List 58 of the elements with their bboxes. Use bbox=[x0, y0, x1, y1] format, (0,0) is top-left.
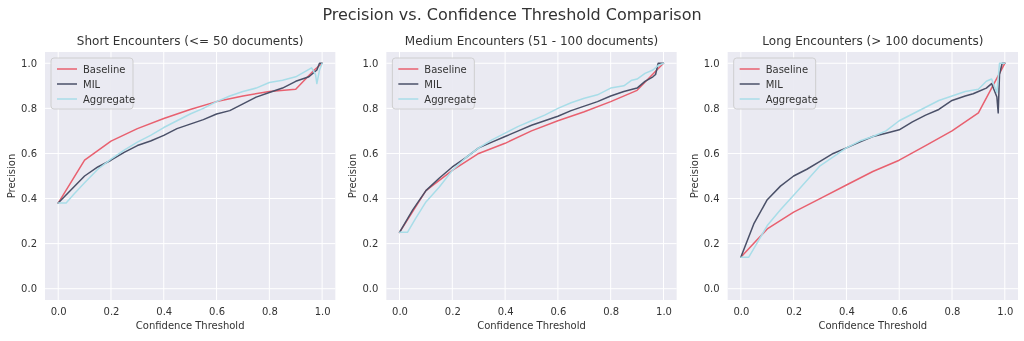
chart-title: Medium Encounters (51 - 100 documents) bbox=[404, 34, 659, 48]
legend-label: Aggregate bbox=[424, 93, 477, 105]
y-tick-label: 0.8 bbox=[21, 103, 37, 115]
y-tick-label: 0.6 bbox=[362, 148, 379, 160]
text: Precision vs. Confidence Threshold Comparison bbox=[322, 5, 702, 24]
legend-label: MIL bbox=[424, 78, 442, 90]
y-tick-label: 0.0 bbox=[362, 283, 379, 295]
chart-title: Short Encounters (<= 50 documents) bbox=[76, 34, 304, 48]
x-tick-label: 0.0 bbox=[733, 306, 750, 318]
legend-label: Aggregate bbox=[83, 93, 136, 105]
x-tick-label: 0.2 bbox=[786, 306, 803, 318]
line-series bbox=[57, 62, 323, 204]
x-tick-label: 1.0 bbox=[656, 306, 672, 318]
x-tick-label: 0.0 bbox=[392, 306, 408, 318]
legend-label: Baseline bbox=[424, 63, 467, 75]
x-axis-title: Confidence Threshold bbox=[818, 320, 928, 331]
y-tick-label: 0.4 bbox=[703, 193, 720, 205]
x-tick-label: 1.0 bbox=[314, 306, 331, 318]
chart-title: Long Encounters (> 100 documents) bbox=[762, 34, 984, 48]
legend-label: Baseline bbox=[765, 63, 809, 75]
y-tick-label: 0.6 bbox=[21, 148, 37, 160]
y-tick-label: 0.0 bbox=[21, 283, 37, 295]
y-tick-label: 1.0 bbox=[703, 57, 720, 69]
x-tick-label: 0.8 bbox=[603, 306, 620, 318]
x-tick-label: 0.2 bbox=[103, 306, 120, 318]
y-axis-title: Precision bbox=[6, 153, 17, 199]
y-tick-label: 0.2 bbox=[21, 238, 37, 250]
y-tick-label: 1.0 bbox=[21, 57, 37, 69]
y-tick-label: 0.4 bbox=[362, 193, 379, 205]
legend-label: Aggregate bbox=[765, 93, 818, 105]
y-tick-label: 0.0 bbox=[703, 283, 720, 295]
legend-label: Baseline bbox=[83, 63, 126, 75]
x-tick-label: 0.4 bbox=[156, 306, 173, 318]
y-axis-title: Precision bbox=[347, 153, 359, 199]
line-series bbox=[740, 62, 1006, 258]
x-tick-label: 0.6 bbox=[891, 306, 908, 318]
x-tick-label: 0.8 bbox=[944, 306, 961, 318]
y-tick-label: 0.4 bbox=[21, 193, 37, 205]
y-tick-label: 0.2 bbox=[362, 238, 379, 250]
x-axis-title: Confidence Threshold bbox=[477, 320, 586, 331]
x-tick-label: 0.8 bbox=[261, 306, 278, 318]
y-tick-label: 1.0 bbox=[362, 57, 379, 69]
y-tick-label: 0.8 bbox=[703, 103, 720, 115]
x-tick-label: 1.0 bbox=[997, 306, 1014, 318]
x-axis-title: Confidence Threshold bbox=[135, 320, 245, 331]
y-tick-label: 0.2 bbox=[703, 238, 720, 250]
x-tick-label: 0.4 bbox=[838, 306, 855, 318]
line-series bbox=[398, 62, 665, 234]
x-tick-label: 0.6 bbox=[550, 306, 567, 318]
legend-label: MIL bbox=[83, 78, 101, 90]
y-tick-label: 0.6 bbox=[703, 148, 720, 160]
x-tick-label: 0.6 bbox=[209, 306, 226, 318]
x-tick-label: 0.4 bbox=[497, 306, 514, 318]
y-axis-title: Precision bbox=[688, 153, 700, 199]
y-tick-label: 0.8 bbox=[362, 103, 379, 115]
legend-label: MIL bbox=[765, 78, 784, 90]
x-tick-label: 0.0 bbox=[50, 306, 67, 318]
x-tick-label: 0.2 bbox=[444, 306, 461, 318]
